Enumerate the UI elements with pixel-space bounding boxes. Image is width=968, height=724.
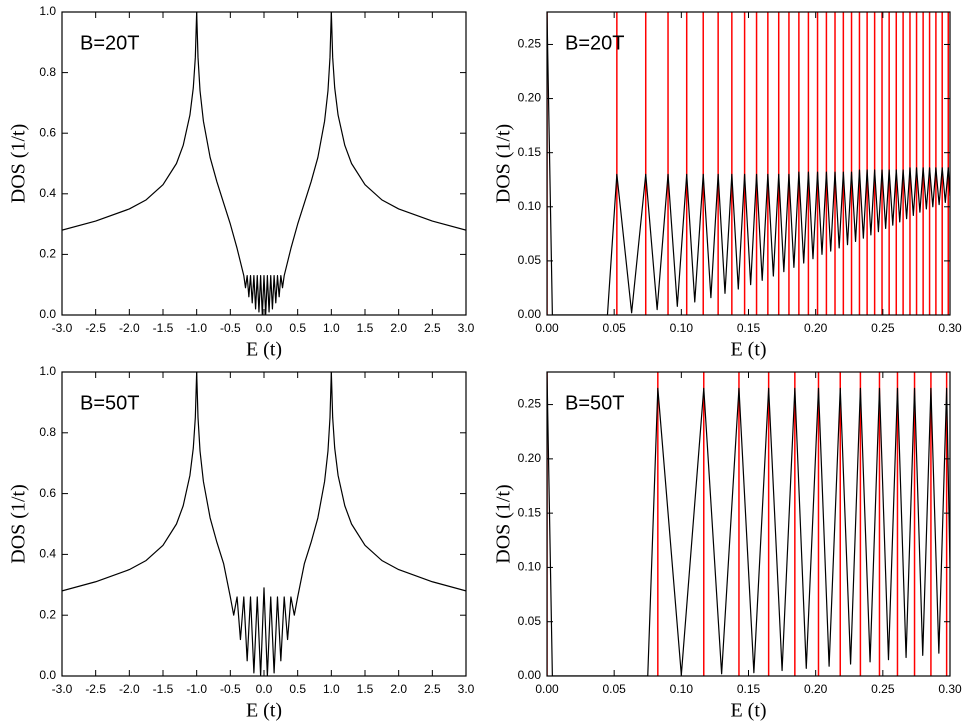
x-tick-label: 0.20 [804, 321, 828, 335]
plot-frame [61, 11, 467, 316]
y-tick-label: 0.15 [518, 145, 542, 159]
y-axis-label: DOS (1/t) [493, 124, 515, 203]
y-tick-label: 0.4 [39, 186, 56, 200]
y-tick-label: 0.20 [518, 451, 542, 465]
x-tick-label: 2.0 [390, 321, 407, 335]
x-axis-label: E (t) [246, 700, 282, 722]
x-tick-label: 0.15 [737, 682, 761, 696]
y-tick-label: 0.05 [518, 614, 542, 628]
y-tick-label: 0.00 [518, 307, 542, 321]
dos-curve [547, 12, 950, 315]
x-tick-label: 0.15 [737, 321, 761, 335]
x-tick-label: -0.5 [220, 321, 241, 335]
x-tick-label: 0.0 [256, 321, 273, 335]
y-tick-label: 0.10 [518, 560, 542, 574]
x-tick-label: 0.10 [670, 682, 694, 696]
plot-area [547, 12, 950, 315]
x-tick-label: 0.20 [804, 682, 828, 696]
y-tick-label: 0.0 [39, 668, 56, 682]
panel-label: B=50T [565, 392, 624, 414]
x-tick-label: -1.0 [186, 682, 207, 696]
y-tick-label: 0.20 [518, 91, 542, 105]
panel-label: B=20T [565, 32, 624, 54]
x-tick-label: 0.05 [602, 682, 626, 696]
dos-curve [62, 12, 466, 315]
y-tick-label: 0.25 [518, 37, 542, 51]
x-tick-label: -3.0 [52, 682, 73, 696]
x-tick-label: 0.10 [670, 321, 694, 335]
y-axis-label: DOS (1/t) [8, 124, 30, 203]
plot-frame [61, 371, 467, 677]
x-tick-label: 0.00 [535, 321, 559, 335]
x-tick-label: 0.30 [938, 682, 962, 696]
y-tick-label: 0.10 [518, 199, 542, 213]
x-tick-label: 0.5 [289, 682, 306, 696]
x-tick-label: -1.5 [153, 682, 174, 696]
x-tick-label: 3.0 [458, 321, 475, 335]
dos-curve [62, 372, 466, 676]
x-axis-label: E (t) [730, 700, 766, 722]
y-tick-label: 0.2 [39, 247, 56, 261]
x-tick-label: 1.5 [357, 321, 374, 335]
dos-curve [547, 372, 950, 676]
y-tick-label: 0.8 [39, 425, 56, 439]
y-tick-label: 0.0 [39, 307, 56, 321]
x-tick-label: -0.5 [220, 682, 241, 696]
x-tick-label: 0.05 [602, 321, 626, 335]
y-axis-label: DOS (1/t) [8, 484, 30, 563]
y-tick-label: 0.2 [39, 607, 56, 621]
y-tick-label: 0.00 [518, 668, 542, 682]
x-tick-label: 2.5 [424, 682, 441, 696]
y-tick-label: 0.4 [39, 547, 56, 561]
plot-area [62, 12, 466, 315]
x-tick-label: -2.5 [85, 321, 106, 335]
x-tick-label: 0.5 [289, 321, 306, 335]
x-tick-label: 2.5 [424, 321, 441, 335]
x-tick-label: 2.0 [390, 682, 407, 696]
y-tick-label: 0.8 [39, 65, 56, 79]
x-tick-label: 0.25 [871, 682, 895, 696]
x-tick-label: 1.5 [357, 682, 374, 696]
x-axis-label: E (t) [246, 339, 282, 361]
x-axis-label: E (t) [730, 339, 766, 361]
x-tick-label: 1.0 [323, 321, 340, 335]
y-tick-label: 1.0 [39, 4, 56, 18]
x-tick-label: -1.5 [153, 321, 174, 335]
x-tick-label: -2.0 [119, 682, 140, 696]
x-tick-label: 0.0 [256, 682, 273, 696]
x-tick-label: -1.0 [186, 321, 207, 335]
y-tick-label: 0.6 [39, 125, 56, 139]
y-tick-label: 1.0 [39, 364, 56, 378]
x-tick-label: 0.25 [871, 321, 895, 335]
panel-label: B=20T [80, 32, 139, 54]
y-axis-label: DOS (1/t) [493, 484, 515, 563]
x-tick-label: -2.0 [119, 321, 140, 335]
y-tick-label: 0.6 [39, 486, 56, 500]
x-tick-label: -2.5 [85, 682, 106, 696]
y-tick-label: 0.25 [518, 397, 542, 411]
x-tick-label: 0.30 [938, 321, 962, 335]
plot-area [62, 372, 466, 676]
x-tick-label: 0.00 [535, 682, 559, 696]
x-tick-label: 3.0 [458, 682, 475, 696]
x-tick-label: 1.0 [323, 682, 340, 696]
x-tick-label: -3.0 [52, 321, 73, 335]
y-tick-label: 0.05 [518, 253, 542, 267]
y-tick-label: 0.15 [518, 505, 542, 519]
plot-area [547, 372, 950, 676]
panel-label: B=50T [80, 392, 139, 414]
